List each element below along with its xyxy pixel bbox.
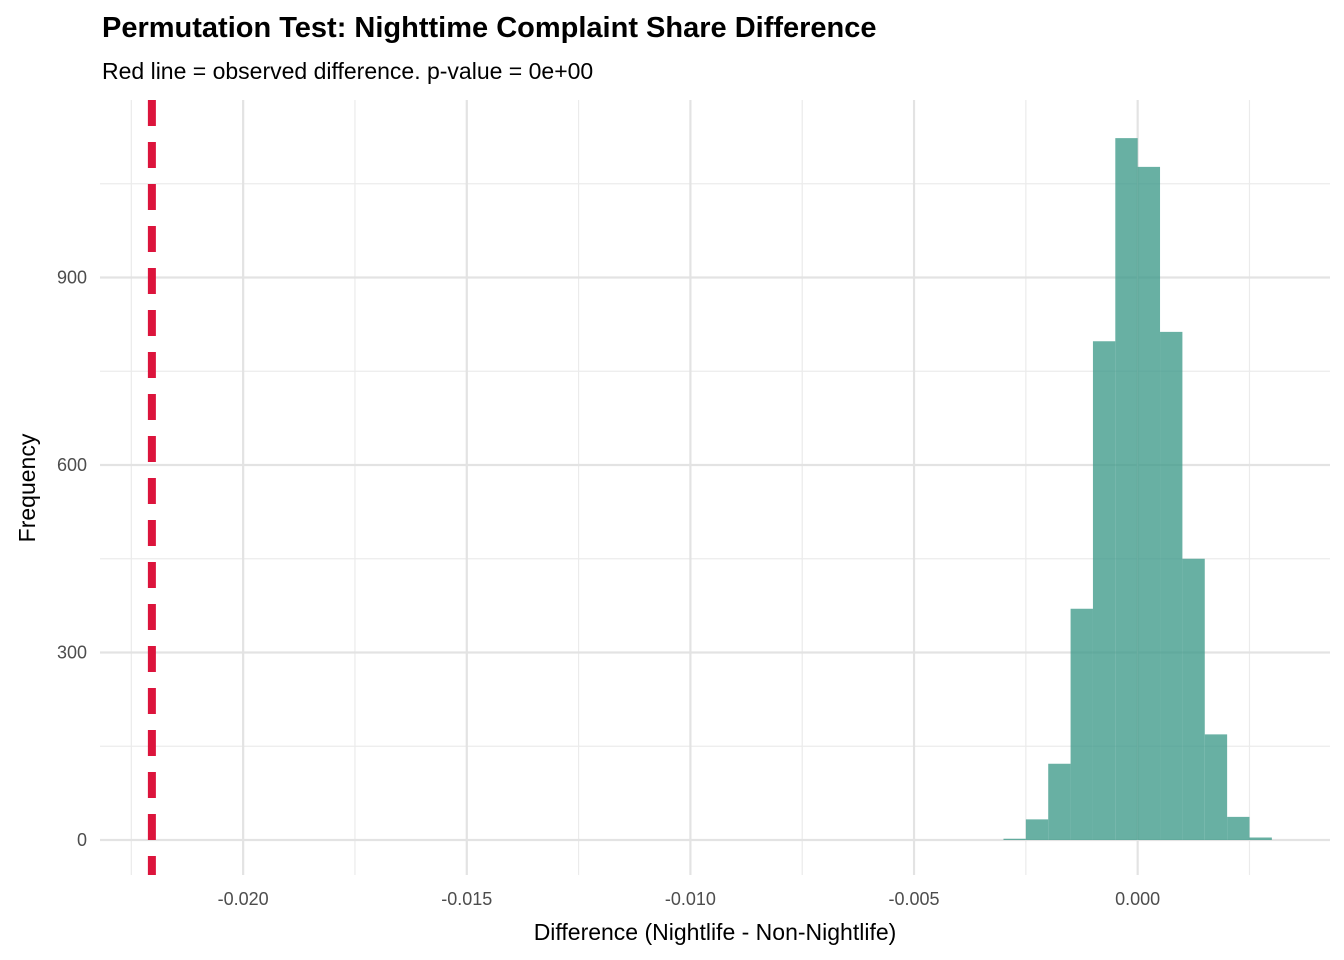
- histogram-bar: [1070, 608, 1093, 840]
- histogram-bar: [1025, 819, 1049, 840]
- x-tick-label: -0.015: [441, 889, 492, 909]
- y-tick-label: 0: [77, 830, 87, 850]
- y-tick-label: 600: [57, 455, 87, 475]
- x-tick-label: -0.005: [889, 889, 940, 909]
- x-tick-label: -0.010: [665, 889, 716, 909]
- histogram-bar: [1115, 138, 1138, 840]
- histogram-bar: [1249, 837, 1272, 840]
- y-tick-label: 300: [57, 643, 87, 663]
- histogram-bar: [1003, 838, 1026, 840]
- y-axis-label: Frequency: [14, 433, 40, 542]
- chart-subtitle: Red line = observed difference. p-value …: [102, 58, 594, 84]
- histogram-bar: [1182, 558, 1205, 840]
- x-tick-label: 0.000: [1115, 889, 1160, 909]
- histogram-bar: [1092, 341, 1116, 840]
- histogram-bar: [1227, 816, 1250, 840]
- y-tick-label: 900: [57, 268, 87, 288]
- x-axis-label: Difference (Nightlife - Non-Nightlife): [534, 919, 897, 945]
- histogram-bar: [1048, 763, 1071, 840]
- chart-title: Permutation Test: Nighttime Complaint Sh…: [102, 12, 877, 44]
- histogram-bar: [1137, 166, 1161, 840]
- x-tick-label: -0.020: [218, 889, 269, 909]
- histogram-bar: [1204, 734, 1228, 840]
- histogram-bar: [1160, 331, 1183, 840]
